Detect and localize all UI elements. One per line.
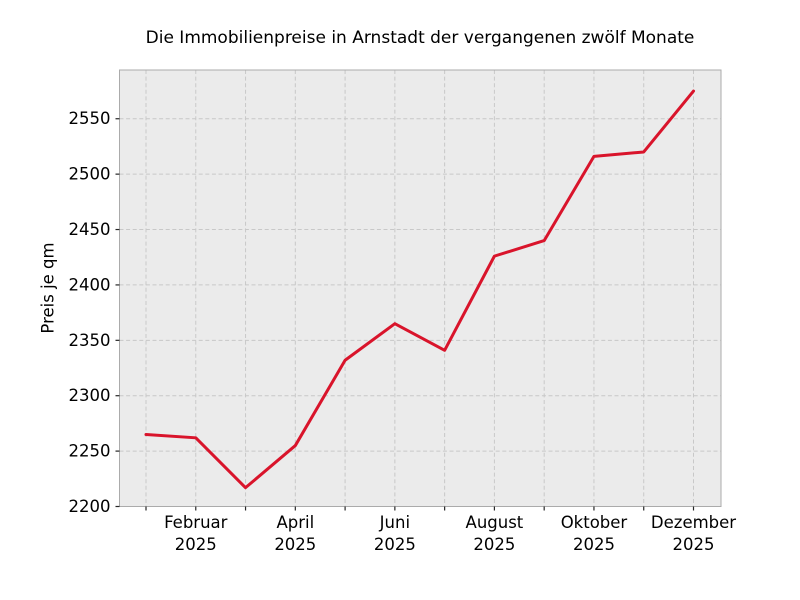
y-tick-label: 2400: [69, 275, 111, 294]
y-tick-label: 2250: [69, 442, 111, 461]
x-tick-label-month: Februar: [164, 513, 228, 532]
plot-area: [119, 70, 721, 507]
y-tick-label: 2450: [69, 220, 111, 239]
x-tick-label-year: 2025: [673, 535, 715, 554]
x-tick-label-month: Dezember: [651, 513, 736, 532]
y-tick-label: 2200: [69, 497, 111, 516]
x-tick-label-year: 2025: [274, 535, 316, 554]
price-line: [144, 89, 695, 490]
plot-border: [119, 69, 722, 507]
y-tick-label: 2300: [69, 386, 111, 405]
y-tick-label: 2350: [69, 331, 111, 350]
x-tick-label-year: 2025: [573, 535, 615, 554]
y-tick-label: 2550: [69, 109, 111, 128]
x-tick-label-year: 2025: [374, 535, 416, 554]
x-tick-label-month: Oktober: [561, 513, 628, 532]
x-tick-label-month: April: [276, 513, 314, 532]
x-tick-label-month: Juni: [379, 513, 410, 532]
x-tick-label-year: 2025: [473, 535, 515, 554]
x-tick-label-year: 2025: [175, 535, 217, 554]
y-tick-label: 2500: [69, 165, 111, 184]
chart-title: Die Immobilienpreise in Arnstadt der ver…: [145, 28, 695, 48]
x-tick-label-month: August: [466, 513, 524, 532]
